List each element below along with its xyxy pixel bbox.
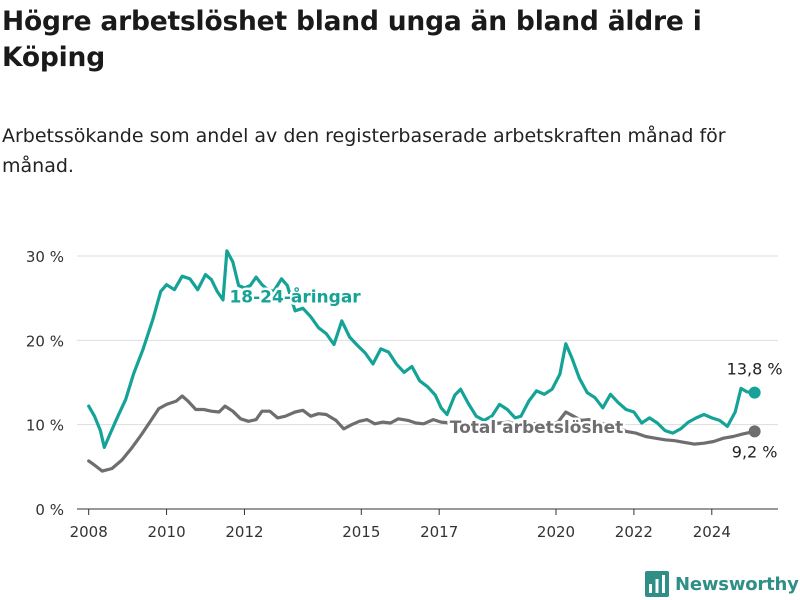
end-value-label-total: 9,2 % (732, 442, 778, 461)
y-tick-label: 0 % (35, 501, 64, 519)
brand-name: Newsworthy (675, 573, 799, 595)
chart-title: Högre arbetslöshet bland unga än bland ä… (2, 6, 702, 73)
end-value-label-youth: 13,8 % (727, 360, 783, 379)
x-tick-label: 2012 (225, 523, 263, 541)
y-tick-label: 30 % (26, 248, 64, 266)
x-tick-label: 2024 (693, 523, 731, 541)
series-line-total (87, 394, 757, 473)
series-line-youth (87, 249, 757, 449)
y-tick-label: 10 % (26, 417, 64, 435)
x-tick-label: 2008 (70, 523, 108, 541)
series-label-youth: 18-24-åringar (229, 285, 361, 307)
bar-chart-logo-icon (645, 571, 669, 597)
x-tick-label: 2010 (147, 523, 185, 541)
series-lines (87, 249, 761, 473)
y-grid-lines (77, 255, 778, 510)
x-tick-label: 2017 (420, 523, 458, 541)
newsworthy-logo: Newsworthy (645, 568, 799, 600)
series-labels: 18-24-åringar Total arbetslöshet 13,8 % 9,2… (227, 283, 785, 464)
x-axis: 2008 2010 2012 2015 2017 2020 2022 2024 (70, 509, 731, 541)
chart-subtitle: Arbetssökande som andel av den registerb… (2, 125, 726, 177)
series-label-total: Total arbetslöshet (450, 418, 624, 438)
x-tick-label: 2015 (342, 523, 380, 541)
end-point-youth (748, 386, 761, 399)
y-tick-labels: 0 % 10 % 20 % 30 % (26, 248, 64, 519)
x-tick-label: 2020 (537, 523, 575, 541)
y-tick-label: 20 % (26, 332, 64, 350)
x-tick-label: 2022 (615, 523, 653, 541)
end-point-total (748, 425, 761, 438)
